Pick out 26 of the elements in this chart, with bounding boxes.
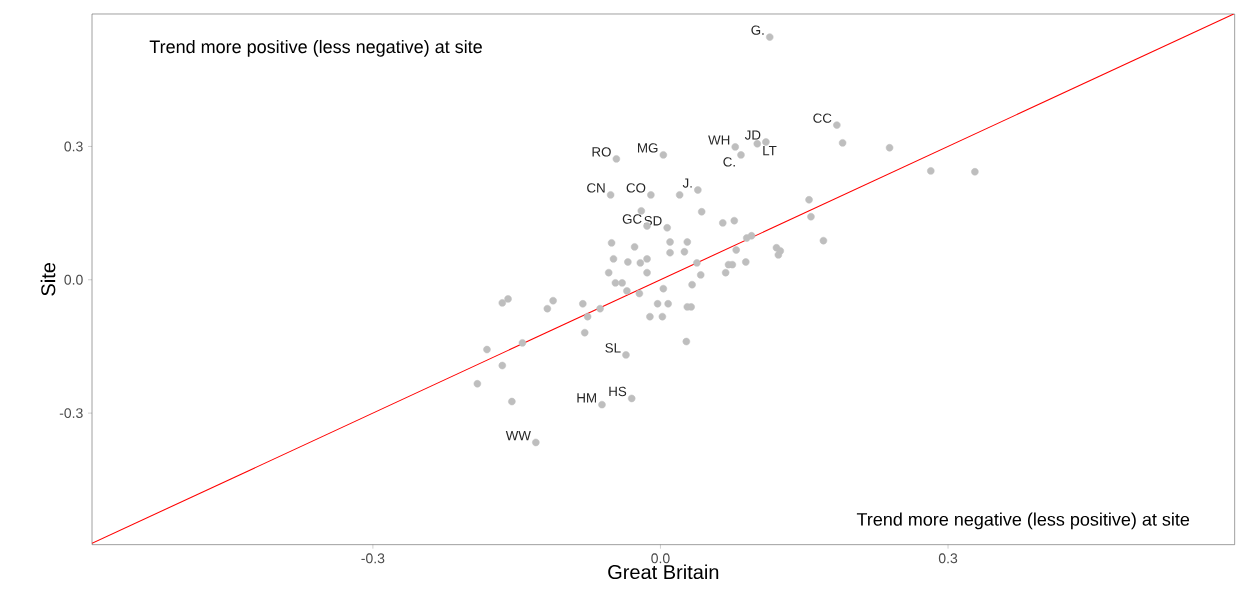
annotation: LT xyxy=(763,146,777,156)
annotation: RO xyxy=(592,147,611,157)
annotation: J. xyxy=(682,178,692,188)
annotation: MG xyxy=(638,143,658,153)
annotation: C. xyxy=(723,157,735,167)
annotation: Trend more positive (less negative) at site xyxy=(149,39,482,57)
x-tick-label: -0.3 xyxy=(361,553,385,564)
annotation: WW xyxy=(505,430,531,441)
annotation: WH xyxy=(708,135,730,145)
y-axis-title: Site xyxy=(40,262,56,296)
y-tick-label: 0.0 xyxy=(64,274,83,285)
annotation: SL xyxy=(605,343,621,353)
x-axis-title: Great Britain xyxy=(608,564,719,580)
x-tick-label: 0.3 xyxy=(938,553,958,564)
annotation: HS xyxy=(609,386,627,397)
annotation: CC xyxy=(813,113,832,123)
x-tick-label: 0.0 xyxy=(651,553,670,564)
y-tick-label: 0.3 xyxy=(64,141,83,152)
annotation: CN xyxy=(587,183,605,193)
annotation: GC xyxy=(622,214,642,224)
annotation: JD xyxy=(744,130,761,140)
annotation: HM xyxy=(577,393,596,403)
annotation: G. xyxy=(751,25,764,35)
annotation: CO xyxy=(626,183,646,193)
y-tick-label: -0.3 xyxy=(59,408,83,419)
annotation: Trend more negative (less positive) at site xyxy=(856,512,1190,530)
